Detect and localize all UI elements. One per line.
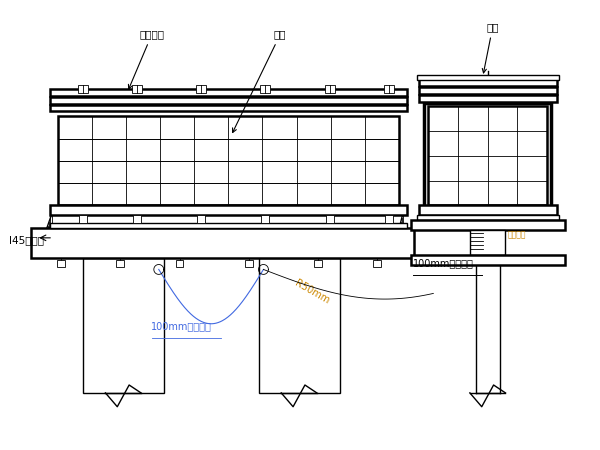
Bar <box>50 97 407 104</box>
Bar <box>79 215 86 223</box>
Text: 型钢背枋: 型钢背枋 <box>128 29 164 89</box>
Bar <box>416 215 559 220</box>
Bar <box>424 103 551 209</box>
Bar <box>31 228 413 257</box>
Text: 100mm圆钢扁担: 100mm圆钢扁担 <box>151 321 212 331</box>
Bar <box>419 79 557 86</box>
Text: 对接螺栓: 对接螺栓 <box>508 231 526 240</box>
Text: 100mm圆钢扁担: 100mm圆钢扁担 <box>413 258 473 269</box>
Text: R50mm: R50mm <box>293 278 331 306</box>
Bar <box>50 89 407 95</box>
Bar <box>196 85 206 93</box>
Text: I45承重梁: I45承重梁 <box>8 235 44 245</box>
Bar <box>384 85 394 93</box>
Bar <box>58 117 399 205</box>
Bar <box>50 223 407 228</box>
Bar <box>326 215 334 223</box>
Bar <box>262 215 269 223</box>
Bar <box>260 85 271 93</box>
Bar <box>428 107 547 205</box>
Bar <box>116 260 124 267</box>
Bar <box>385 215 393 223</box>
Text: 拉杆: 拉杆 <box>482 22 499 73</box>
Bar <box>373 260 381 267</box>
Bar <box>50 104 407 112</box>
Bar <box>176 260 184 267</box>
Bar <box>133 215 141 223</box>
Bar <box>78 85 88 93</box>
Bar <box>259 257 340 393</box>
Bar <box>245 260 253 267</box>
Bar <box>132 85 142 93</box>
Bar <box>416 75 559 80</box>
Bar <box>419 205 557 215</box>
Bar <box>410 220 565 230</box>
Bar <box>57 260 65 267</box>
Bar <box>83 257 164 393</box>
Bar <box>197 215 205 223</box>
Bar <box>410 255 565 265</box>
Bar <box>314 260 322 267</box>
Bar <box>50 205 407 215</box>
Bar <box>419 94 557 102</box>
Text: 钢模: 钢模 <box>233 29 286 132</box>
Bar <box>419 87 557 94</box>
Bar <box>470 230 505 255</box>
Bar <box>325 85 335 93</box>
